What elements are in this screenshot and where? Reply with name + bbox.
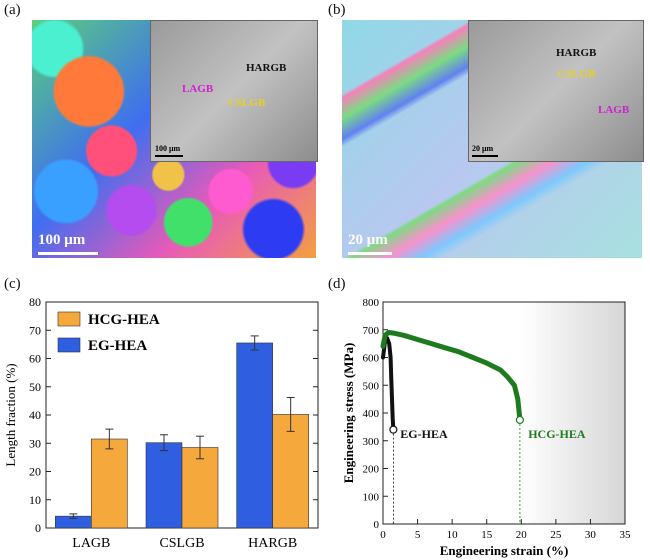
legend-swatch-eg-hea [57, 337, 81, 353]
y-tick-label-c: 30 [29, 436, 41, 450]
fracture-point-hcg-hea [515, 415, 525, 425]
x-tick-label-c: LAGB [72, 536, 110, 551]
stress-strain-chart: 0 100 200 300 400 500 600 700 800 0 5 10 15 20 25 30 35 E… [341, 297, 632, 558]
x-tick-label-d: 30 [585, 529, 597, 541]
length-fraction-bar-chart: 0 10 20 30 40 50 60 70 80 Length fraction (%) LAGB… [3, 295, 319, 551]
curve-eg-hea [381, 336, 396, 432]
x-axis-label-d: Engineering strain (%) [440, 543, 569, 558]
scale-label-a: 100 μm [38, 232, 86, 248]
scale-bar-a [38, 252, 98, 255]
scale-bar-b [348, 252, 392, 255]
legend-label-eg-hea: EG-HEA [88, 338, 147, 354]
bar-hcg-hea-cslgb [181, 447, 219, 529]
x-tick-label-d: 15 [481, 529, 493, 541]
curve-hcg-hea [380, 330, 523, 423]
x-tick-label-d: 20 [516, 529, 528, 541]
y-tick-label-d: 400 [363, 408, 380, 420]
y-axis-label-d: Engineering stress (MPa) [341, 343, 356, 484]
y-tick-label-c: 80 [29, 295, 41, 309]
y-tick-label-c: 40 [29, 408, 41, 422]
bar-hcg-hea-lagb [91, 438, 128, 529]
y-tick-label-c: 10 [29, 493, 41, 507]
inset-b-cslgb-label: CSLGB [558, 68, 596, 80]
bar-eg-hea-cslgb [145, 442, 183, 529]
fracture-point-eg-hea [389, 425, 398, 434]
y-tick-label-d: 800 [363, 297, 380, 309]
panel-label-d: (d) [328, 276, 346, 292]
y-tick-label-c: 20 [29, 465, 41, 479]
inset-a-scale-label: 100 μm [155, 144, 181, 153]
legend-label-hcg-hea: HCG-HEA [88, 312, 160, 328]
y-tick-label-d: 500 [363, 380, 380, 392]
scale-label-b: 20 μm [348, 232, 388, 248]
y-tick-label-d: 600 [363, 353, 380, 365]
inset-b-hargb-label: HARGB [556, 47, 597, 59]
annotation-eg-hea: EG-HEA [400, 427, 448, 441]
y-tick-label-c: 60 [29, 352, 41, 366]
x-tick-label-c: CSLGB [159, 536, 204, 551]
x-tick-label-d: 0 [380, 529, 386, 541]
shaded-region [519, 302, 625, 524]
bar-hcg-hea-hargb [272, 414, 309, 529]
panel-label-a: (a) [4, 2, 21, 18]
y-tick-label-c: 70 [29, 323, 41, 337]
x-tick-label-d: 10 [447, 529, 459, 541]
annotation-hcg-hea: HCG-HEA [528, 427, 586, 441]
x-tick-label-d: 25 [550, 529, 562, 541]
y-tick-label-d: 700 [363, 325, 380, 337]
inset-b-lagb-label: LAGB [598, 104, 630, 116]
inset-a-lagb-label: LAGB [182, 83, 214, 95]
grain-boundary-inset-a [150, 20, 318, 162]
y-tick-label-c: 50 [29, 380, 41, 394]
inset-a-scale-bar [155, 155, 183, 157]
bar-eg-hea-hargb [236, 342, 273, 529]
y-axis-label-c: Length fraction (%) [3, 363, 18, 466]
y-tick-label-d: 0 [374, 519, 380, 531]
y-tick-label-c: 0 [35, 521, 41, 535]
y-tick-label-d: 300 [363, 436, 380, 448]
grain-boundary-inset-b [468, 20, 644, 162]
panel-label-c: (c) [4, 276, 21, 292]
legend-swatch-hcg-hea [57, 311, 81, 327]
inset-a-hargb-label: HARGB [246, 62, 287, 74]
inset-b-scale-bar [472, 155, 498, 157]
panel-label-b: (b) [328, 2, 346, 18]
inset-b-scale-label: 20 μm [472, 144, 494, 153]
x-tick-label-d: 5 [415, 529, 421, 541]
y-tick-label-d: 200 [363, 464, 380, 476]
x-tick-label-d: 35 [620, 529, 632, 541]
inset-a-cslgb-label: CSLGB [228, 97, 266, 109]
y-tick-label-d: 100 [363, 491, 380, 503]
x-tick-label-c: HARGB [248, 536, 297, 551]
